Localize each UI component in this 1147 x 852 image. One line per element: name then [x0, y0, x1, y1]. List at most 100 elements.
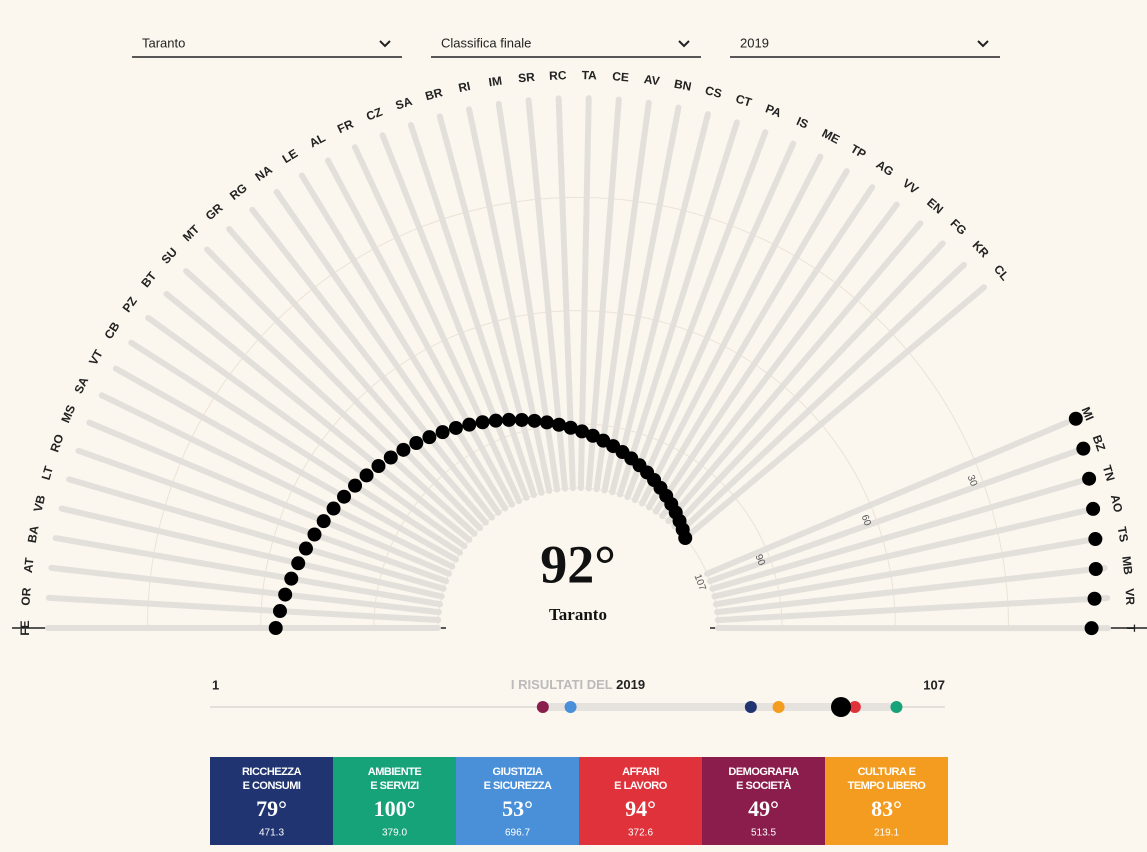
filter[interactable]: Classifica finale — [431, 35, 701, 58]
slider-title: I RISULTATI DEL 2019 — [511, 677, 645, 692]
rank-dot — [1087, 591, 1102, 606]
rank-dot — [396, 442, 411, 457]
province-label: RG — [227, 181, 250, 203]
spoke — [577, 95, 592, 492]
slider-title-label: I RISULTATI DEL — [511, 677, 613, 692]
spoke — [609, 111, 711, 496]
category-dot — [848, 701, 861, 713]
rank-dot — [1086, 501, 1101, 516]
rank-dot — [585, 428, 600, 443]
spoke — [45, 594, 442, 624]
rank-dot — [272, 604, 287, 619]
card-bg — [579, 757, 702, 845]
rank-dot — [291, 556, 306, 571]
rank-dot — [298, 541, 313, 556]
rank-dot — [527, 413, 542, 428]
spoke — [714, 565, 1108, 616]
province-label: CB — [101, 319, 122, 341]
province-label: LT — [39, 464, 56, 482]
province-label: SA — [394, 94, 415, 113]
province-label: FE — [18, 620, 32, 635]
chevron[interactable] — [379, 40, 391, 48]
spoke — [75, 447, 450, 585]
spoke — [676, 261, 967, 536]
province-label: BA — [25, 524, 42, 544]
card-name: GIUSTIZIA — [493, 766, 543, 778]
province-label: T — [1124, 625, 1138, 633]
spoke — [112, 365, 459, 563]
spoke — [273, 189, 502, 516]
rank-dot — [1082, 471, 1097, 486]
province-label: KR — [970, 238, 992, 260]
category-dot — [564, 701, 577, 713]
category-card: AFFARI E LAVORO 94° 372.6 — [579, 757, 702, 845]
province-label: CZ — [364, 105, 384, 124]
chevron[interactable] — [977, 40, 989, 48]
province-label: CT — [734, 92, 754, 110]
province-label: TA — [582, 68, 598, 82]
card-bg — [702, 757, 825, 845]
province-label: AG — [874, 157, 897, 179]
category-dot — [744, 701, 757, 713]
filter[interactable]: Taranto — [132, 35, 402, 58]
spoke — [163, 290, 473, 543]
slider-min: 1 — [212, 677, 219, 692]
rank-dot — [678, 531, 693, 546]
rank-dot — [1068, 411, 1083, 426]
rank-dot — [1076, 441, 1091, 456]
filter[interactable]: 2019 — [730, 35, 1000, 58]
category-card: RICCHEZZA E CONSUMI 79° 471.3 — [210, 757, 333, 845]
category-dot — [536, 701, 549, 713]
rank-dot — [326, 501, 341, 516]
province-label: BT — [138, 268, 159, 290]
card-name: TEMPO LIBERO — [848, 780, 927, 792]
spoke — [659, 201, 900, 520]
spoke — [226, 225, 489, 526]
filter-value[interactable]: Classifica finale — [441, 35, 531, 50]
province-label: MS — [58, 403, 78, 425]
filter-value[interactable]: Taranto — [142, 35, 185, 50]
spoke — [98, 392, 456, 570]
province-label: MB — [1119, 555, 1135, 575]
card-name: CULTURA E — [858, 766, 916, 778]
spoke — [52, 535, 444, 608]
spoke — [639, 153, 824, 507]
rank-dot — [278, 587, 293, 602]
spoke — [593, 99, 652, 493]
spoke — [325, 157, 515, 508]
card-name: E SERVIZI — [370, 780, 419, 792]
province-label: PA — [764, 102, 784, 121]
rank-dot — [488, 413, 503, 428]
card-score: 513.5 — [751, 828, 776, 839]
category-card: CULTURA E TEMPO LIBERO 83° 219.1 — [825, 757, 948, 845]
rank-dot — [371, 459, 386, 474]
province-label: TS — [1115, 526, 1131, 543]
rank-dot — [462, 417, 477, 432]
filter-value[interactable]: 2019 — [740, 35, 769, 50]
fan-tick-label: 90 — [753, 553, 767, 568]
province-label: SR — [518, 70, 536, 86]
rank-dot — [348, 478, 363, 493]
fan-tick-label: 30 — [965, 474, 979, 489]
province-label: GR — [203, 200, 226, 223]
spoke — [48, 564, 442, 616]
rank-dot — [307, 527, 322, 542]
card-rank: 100° — [374, 796, 416, 821]
province-label: MT — [180, 222, 203, 245]
slider-title-year: 2019 — [616, 677, 645, 692]
card-bg — [456, 757, 579, 845]
chevron[interactable] — [678, 40, 690, 48]
spoke — [145, 314, 468, 550]
card-rank: 83° — [871, 796, 902, 821]
province-label: VV — [900, 176, 921, 197]
card-name: AFFARI — [622, 766, 659, 778]
province-label: EN — [924, 195, 946, 216]
province-label: NA — [253, 162, 275, 184]
spoke — [711, 505, 1098, 600]
card-score: 471.3 — [259, 828, 284, 839]
card-name: E CONSUMI — [243, 780, 301, 792]
province-label: VB — [31, 493, 48, 513]
spoke — [714, 595, 1111, 624]
spoke — [407, 122, 537, 499]
